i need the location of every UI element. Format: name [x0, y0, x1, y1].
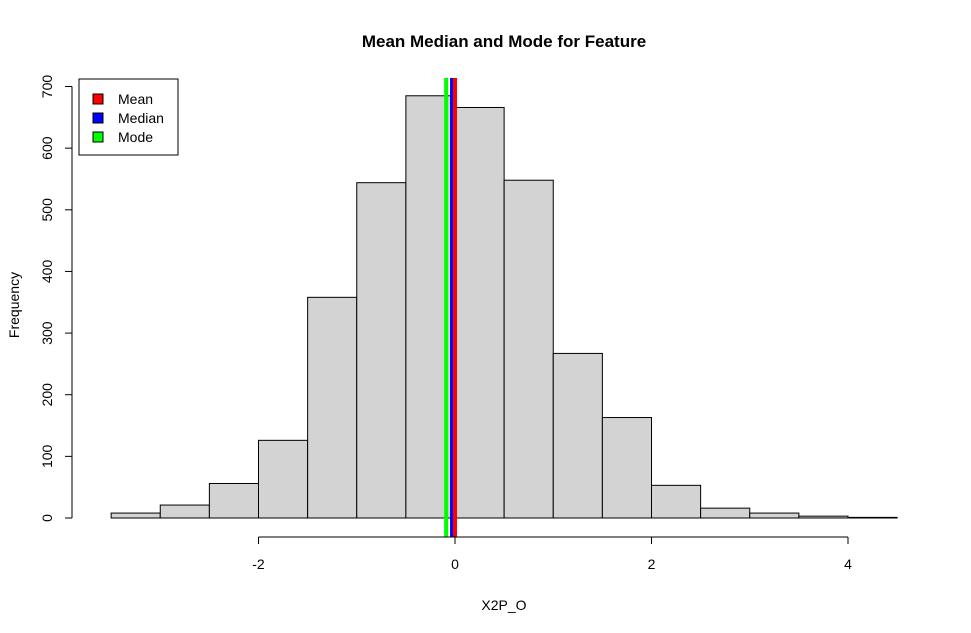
- y-tick-label: 700: [39, 75, 55, 99]
- histogram-bar: [208, 482, 259, 519]
- legend: Mean Median Mode: [78, 78, 179, 156]
- legend-swatch-mean: [92, 93, 104, 105]
- x-axis-label: X2P_O: [481, 597, 526, 613]
- histogram-bar: [798, 515, 849, 519]
- reference-lines: [444, 78, 457, 537]
- histogram-bar: [454, 106, 505, 519]
- y-tick-label: 100: [39, 444, 55, 468]
- chart-title: Mean Median and Mode for Feature: [362, 32, 646, 51]
- y-tick-label: 300: [39, 321, 55, 345]
- y-tick-label: 400: [39, 260, 55, 284]
- x-tick-label: -2: [252, 556, 265, 572]
- histogram-bar: [356, 182, 407, 519]
- x-tick-label: 0: [451, 556, 459, 572]
- y-tick-label: 600: [39, 136, 55, 160]
- histogram-bar: [700, 507, 751, 519]
- legend-label-mode: Mode: [118, 129, 153, 145]
- legend-swatch-median: [92, 112, 104, 124]
- histogram-bar: [651, 484, 702, 519]
- y-tick-label: 200: [39, 383, 55, 407]
- histogram-bars: [110, 95, 898, 519]
- x-axis: -2 0 2 4: [252, 536, 852, 572]
- histogram-bar: [601, 417, 652, 519]
- x-tick-label: 4: [844, 556, 852, 572]
- histogram-bar: [749, 512, 800, 519]
- legend-label-median: Median: [118, 110, 164, 126]
- y-tick-label: 500: [39, 198, 55, 222]
- histogram-bar: [307, 296, 358, 519]
- legend-swatch-mode: [92, 131, 104, 143]
- histogram-bar: [503, 179, 554, 519]
- histogram-bar: [258, 439, 309, 519]
- legend-label-mean: Mean: [118, 91, 153, 107]
- histogram-bar: [552, 352, 603, 519]
- histogram-bar: [110, 512, 161, 519]
- y-axis-label: Frequency: [6, 272, 22, 338]
- histogram-bar: [847, 516, 898, 519]
- histogram-bar: [159, 504, 210, 519]
- x-tick-label: 2: [648, 556, 656, 572]
- y-tick-label: 0: [39, 514, 55, 522]
- y-axis: 0 100 200 300 400 500 600 700: [39, 75, 73, 522]
